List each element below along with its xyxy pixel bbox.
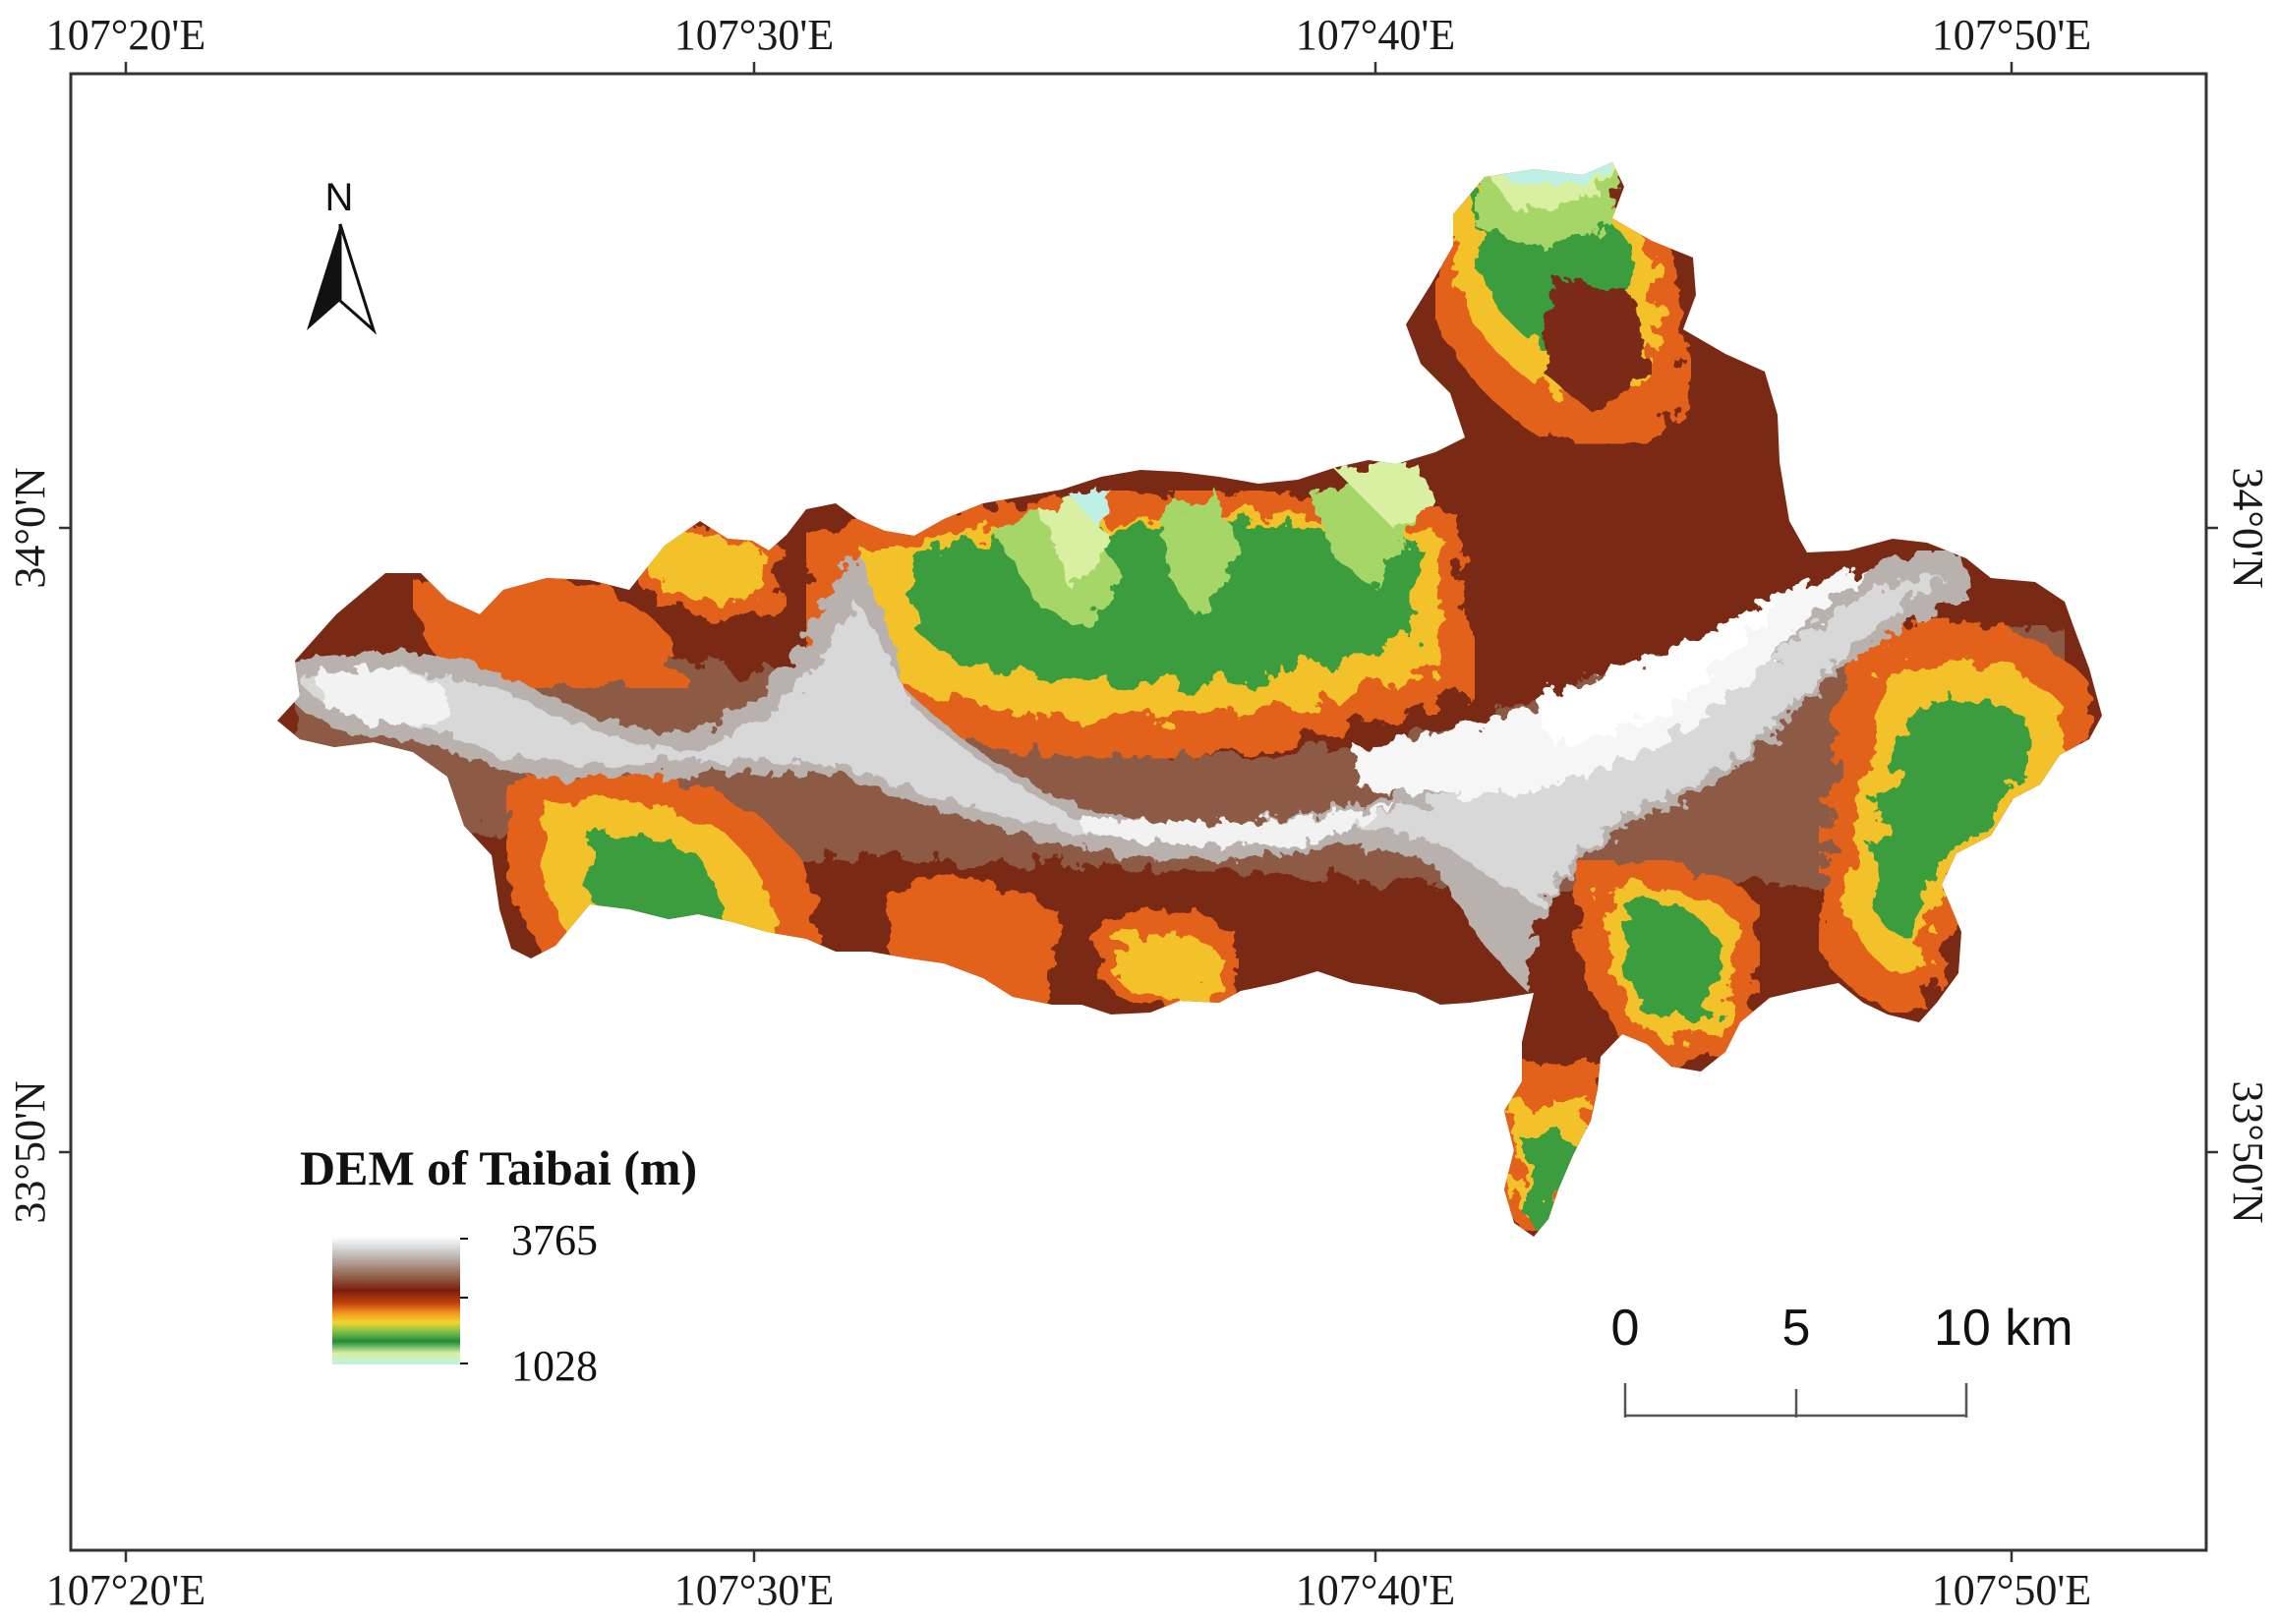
legend-min-value: 1028 [511, 1342, 598, 1390]
scale-label-0: 0 [1611, 1300, 1640, 1357]
legend-title: DEM of Taibai (m) [300, 1140, 697, 1195]
right-lat-label-2: 33°50'N [2224, 1080, 2272, 1223]
bottom-lon-label-3: 107°40'E [1296, 1566, 1455, 1614]
graticule-ticks [59, 62, 2218, 1562]
north-arrow-right-half [338, 223, 378, 335]
north-arrow-label: N [325, 176, 354, 219]
bottom-coordinate-labels: 107°20'E 107°30'E 107°40'E 107°50'E [46, 1566, 2091, 1614]
top-lon-label-1: 107°20'E [46, 11, 205, 59]
top-lon-label-3: 107°40'E [1296, 11, 1455, 59]
top-lon-label-2: 107°30'E [674, 11, 834, 59]
top-coordinate-labels: 107°20'E 107°30'E 107°40'E 107°50'E [46, 11, 2091, 59]
left-coordinate-labels: 34°0'N 33°50'N [6, 467, 54, 1223]
bottom-lon-label-2: 107°30'E [674, 1566, 834, 1614]
dem-terrain [277, 162, 2102, 1237]
north-arrow: N [307, 176, 378, 335]
map-frame [69, 72, 2208, 1552]
dem-legend: DEM of Taibai (m) 3765 1028 [300, 1140, 697, 1390]
left-lat-label-1: 34°0'N [6, 467, 54, 588]
bottom-lon-label-1: 107°20'E [46, 1566, 205, 1614]
legend-color-ramp [332, 1237, 460, 1364]
north-arrow-left-half [307, 224, 340, 330]
bottom-lon-label-4: 107°50'E [1932, 1566, 2091, 1614]
right-lat-label-1: 34°0'N [2224, 467, 2272, 588]
right-coordinate-labels: 34°0'N 33°50'N [2224, 467, 2272, 1223]
legend-max-value: 3765 [511, 1216, 598, 1264]
left-lat-label-2: 33°50'N [6, 1080, 54, 1223]
scale-bar: 0 5 10 km [1611, 1300, 2073, 1418]
scale-label-10km: 10 km [1934, 1300, 2073, 1357]
scale-label-5: 5 [1782, 1300, 1811, 1357]
top-lon-label-4: 107°50'E [1932, 11, 2091, 59]
